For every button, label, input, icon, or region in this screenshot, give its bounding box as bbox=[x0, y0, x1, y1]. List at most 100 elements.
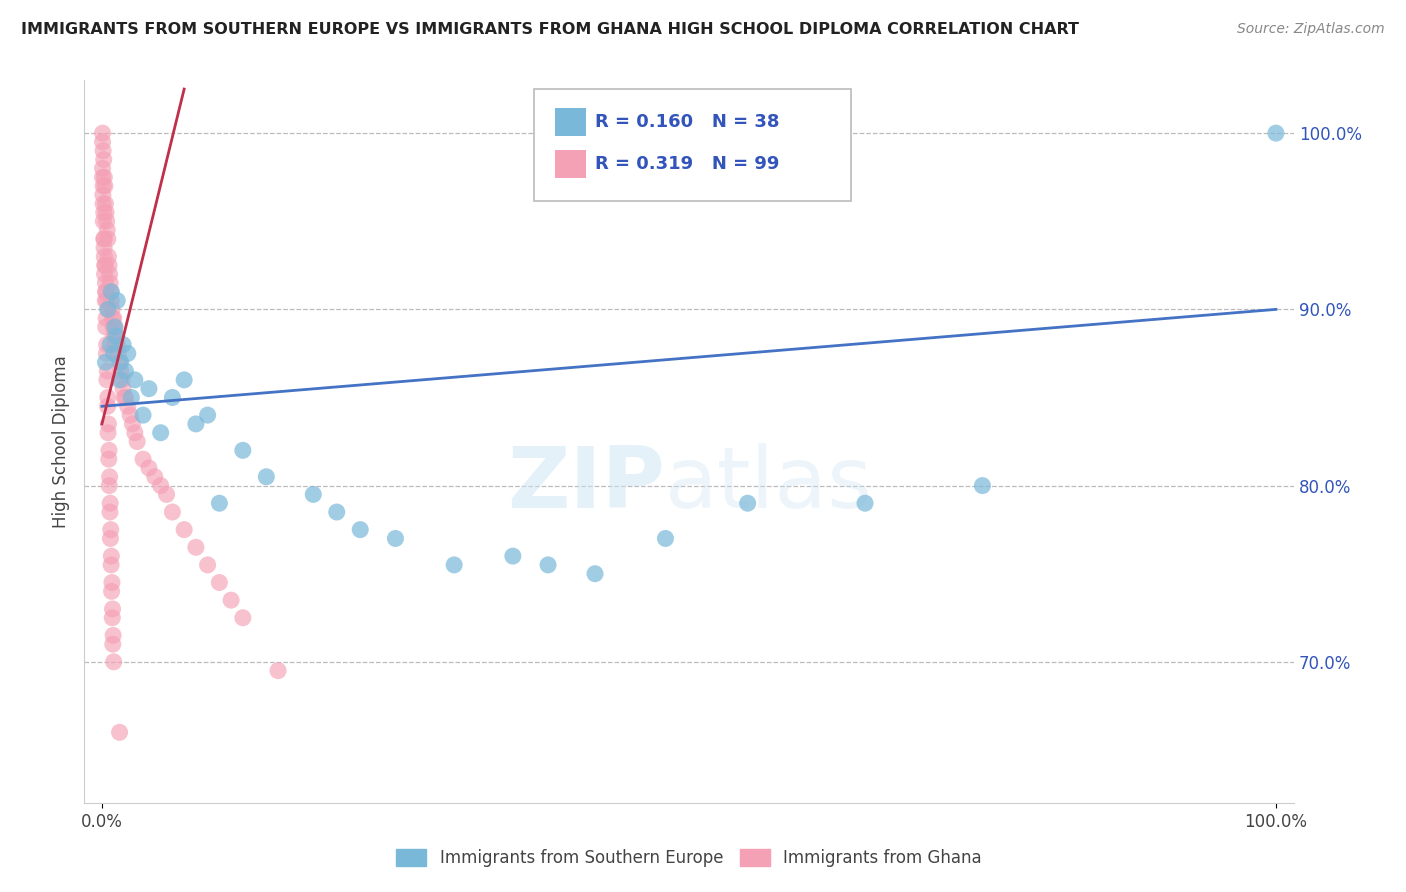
Point bbox=[100, 584, 122, 599]
Point bbox=[103, 311, 125, 326]
Point bbox=[149, 478, 172, 492]
Point bbox=[100, 523, 122, 537]
Point bbox=[94, 258, 117, 272]
Point bbox=[97, 452, 120, 467]
Point bbox=[112, 337, 135, 351]
Point bbox=[98, 505, 121, 519]
Point bbox=[93, 153, 115, 167]
Point bbox=[326, 505, 349, 519]
Point bbox=[654, 532, 676, 546]
Point bbox=[155, 487, 177, 501]
Point bbox=[98, 443, 121, 458]
Point bbox=[94, 320, 117, 334]
Point bbox=[100, 549, 122, 563]
Point bbox=[97, 417, 120, 431]
Point bbox=[96, 373, 118, 387]
Point bbox=[219, 593, 242, 607]
Point bbox=[101, 602, 124, 616]
Point bbox=[112, 391, 135, 405]
Point bbox=[93, 241, 115, 255]
Point bbox=[100, 532, 122, 546]
Point bbox=[254, 470, 277, 484]
Point bbox=[197, 558, 219, 572]
Point bbox=[537, 558, 560, 572]
Point bbox=[101, 611, 124, 625]
Point bbox=[93, 267, 115, 281]
Point bbox=[103, 328, 125, 343]
Point bbox=[91, 135, 114, 149]
Point bbox=[127, 434, 149, 449]
Point bbox=[98, 470, 121, 484]
Point bbox=[117, 346, 139, 360]
Point bbox=[94, 285, 117, 299]
Point bbox=[93, 214, 115, 228]
Point bbox=[98, 258, 121, 272]
Text: Source: ZipAtlas.com: Source: ZipAtlas.com bbox=[1237, 22, 1385, 37]
Point bbox=[105, 328, 128, 343]
Point bbox=[100, 285, 122, 299]
Legend: Immigrants from Southern Europe, Immigrants from Ghana: Immigrants from Southern Europe, Immigra… bbox=[396, 848, 981, 867]
Text: R = 0.319   N = 99: R = 0.319 N = 99 bbox=[595, 155, 779, 173]
Point bbox=[93, 170, 115, 185]
Point bbox=[101, 311, 124, 326]
Point bbox=[97, 399, 120, 413]
Point bbox=[94, 205, 117, 219]
Point bbox=[96, 346, 118, 360]
Point bbox=[173, 373, 195, 387]
Point bbox=[97, 391, 120, 405]
Point bbox=[94, 285, 117, 299]
Point bbox=[91, 187, 114, 202]
Point bbox=[583, 566, 606, 581]
Point bbox=[105, 293, 128, 308]
Point bbox=[91, 126, 114, 140]
Point bbox=[208, 575, 231, 590]
Point bbox=[108, 725, 131, 739]
Point bbox=[267, 664, 290, 678]
Point bbox=[96, 293, 118, 308]
Point bbox=[105, 328, 128, 343]
Point bbox=[101, 320, 124, 334]
Point bbox=[96, 223, 118, 237]
Point bbox=[97, 425, 120, 440]
Point bbox=[103, 655, 125, 669]
Point bbox=[91, 196, 114, 211]
Point bbox=[100, 293, 122, 308]
Point bbox=[104, 320, 127, 334]
Point bbox=[101, 628, 124, 642]
Point bbox=[120, 408, 142, 422]
Point bbox=[349, 523, 371, 537]
Point bbox=[101, 637, 124, 651]
Point bbox=[91, 170, 114, 185]
Point bbox=[103, 346, 125, 360]
Point bbox=[443, 558, 465, 572]
Point bbox=[98, 337, 121, 351]
Point bbox=[384, 532, 406, 546]
Point bbox=[124, 425, 146, 440]
Point bbox=[124, 373, 146, 387]
Point bbox=[94, 355, 117, 369]
Point bbox=[93, 205, 115, 219]
Point bbox=[111, 373, 134, 387]
Point bbox=[91, 179, 114, 194]
Text: IMMIGRANTS FROM SOUTHERN EUROPE VS IMMIGRANTS FROM GHANA HIGH SCHOOL DIPLOMA COR: IMMIGRANTS FROM SOUTHERN EUROPE VS IMMIG… bbox=[21, 22, 1078, 37]
Point bbox=[110, 355, 132, 369]
Text: atlas: atlas bbox=[665, 443, 873, 526]
Point bbox=[94, 293, 117, 308]
Point bbox=[97, 302, 120, 317]
Point bbox=[100, 285, 122, 299]
Point bbox=[208, 496, 231, 510]
Point bbox=[121, 417, 143, 431]
Point bbox=[94, 196, 117, 211]
Text: ZIP: ZIP bbox=[508, 443, 665, 526]
Point bbox=[149, 425, 172, 440]
Point bbox=[972, 478, 994, 492]
Point bbox=[91, 144, 114, 158]
Point bbox=[101, 302, 124, 317]
Point bbox=[98, 496, 121, 510]
Point bbox=[94, 258, 117, 272]
Point bbox=[120, 391, 142, 405]
Point bbox=[96, 337, 118, 351]
Point bbox=[107, 346, 129, 360]
Point bbox=[162, 391, 184, 405]
Point bbox=[853, 496, 876, 510]
